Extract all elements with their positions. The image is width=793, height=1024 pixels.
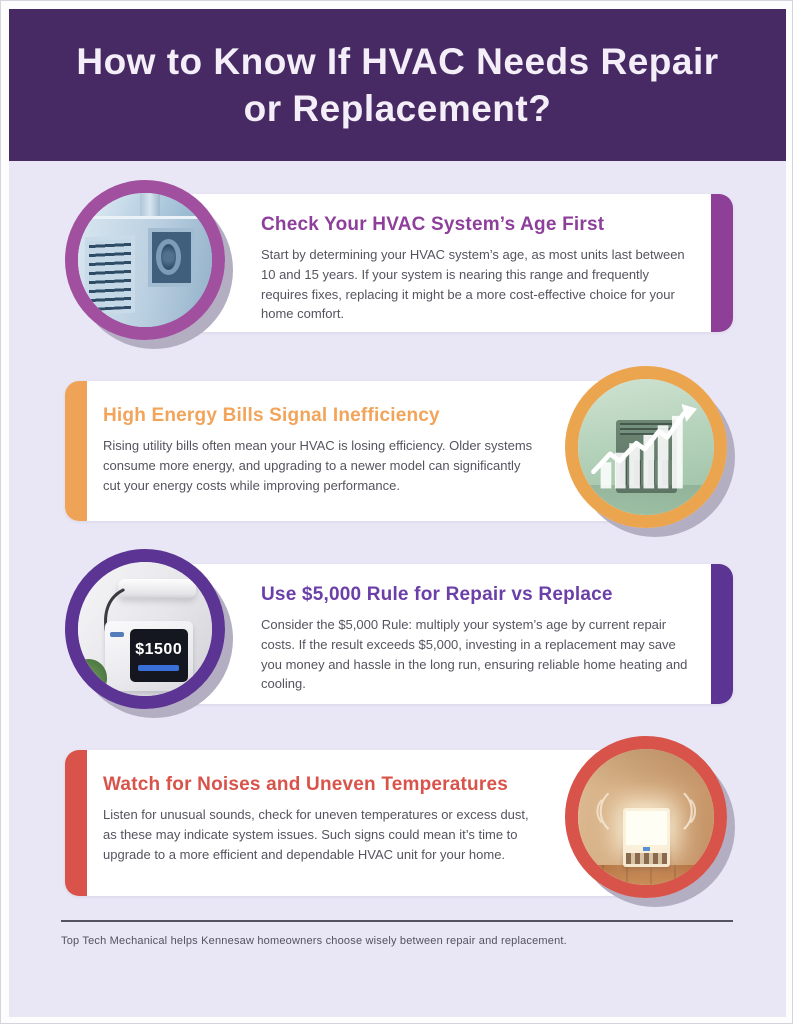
blue-hvac-image: [78, 193, 212, 327]
section-card-energy-bills: High Energy Bills Signal Inefficiency Ri…: [65, 381, 657, 521]
green-hvac-image: [578, 379, 714, 515]
section-body: Start by determining your HVAC system’s …: [261, 247, 685, 322]
cost-display-screen: $1500: [129, 629, 188, 683]
display-button: [138, 664, 180, 671]
mini-split-image: $1500: [78, 562, 212, 696]
energy-chart-photo: [565, 366, 727, 528]
wood-floor: [578, 864, 714, 885]
noisy-unit-photo: [565, 736, 727, 898]
infographic-canvas: How to Know If HVAC Needs Repair or Repl…: [9, 9, 786, 1017]
glowing-panel: [626, 811, 668, 845]
section-body: Consider the $5,000 Rule: multiply your …: [261, 617, 688, 692]
section-title: Check Your HVAC System’s Age First: [261, 214, 605, 235]
section-body: Rising utility bills often mean your HVA…: [103, 438, 533, 493]
page-title-line-2: or Replacement?: [243, 88, 552, 129]
rising-chart-icon: [591, 403, 698, 489]
plant-icon: [78, 658, 108, 694]
section-title: High Energy Bills Signal Inefficiency: [103, 405, 440, 426]
control-display: [642, 846, 651, 851]
brand-label: [110, 632, 125, 637]
fan-icon: [156, 238, 182, 275]
mini-split-unit: [118, 579, 196, 599]
section-card-5000-rule: Use $5,000 Rule for Repair vs Replace Co…: [141, 564, 733, 704]
repair-cost-value: $1500: [135, 640, 183, 658]
repair-cost-photo: $1500: [65, 549, 225, 709]
accent-bar: [65, 750, 87, 896]
section-title: Use $5,000 Rule for Repair vs Replace: [261, 584, 613, 605]
footer-divider: [61, 920, 733, 922]
duct-pipe: [139, 193, 160, 220]
accent-bar: [711, 564, 733, 704]
sound-waves-left-icon: [596, 792, 610, 831]
air-purifier-body: [622, 807, 671, 868]
unit-vent-top: [619, 423, 674, 436]
purifier-grille: [626, 852, 668, 864]
section-title: Watch for Noises and Uneven Temperatures: [103, 774, 508, 795]
section-card-noises: Watch for Noises and Uneven Temperatures…: [65, 750, 657, 896]
header-banner: How to Know If HVAC Needs Repair or Repl…: [9, 9, 786, 161]
section-body: Listen for unusual sounds, check for une…: [103, 807, 529, 862]
heat-pump-body: $1500: [104, 620, 194, 691]
hvac-unit-photo: [65, 180, 225, 340]
page-title-line-1: How to Know If HVAC Needs Repair: [76, 40, 719, 82]
accent-bar: [65, 381, 87, 521]
accent-bar: [711, 194, 733, 332]
air-purifier-image: [578, 749, 714, 885]
air-grille: [84, 234, 135, 315]
section-card-hvac-age: Check Your HVAC System’s Age First Start…: [141, 194, 733, 332]
sound-waves-right-icon: [682, 792, 696, 831]
fan-housing: [147, 227, 195, 287]
footer-note: Top Tech Mechanical helps Kennesaw homeo…: [61, 935, 567, 947]
